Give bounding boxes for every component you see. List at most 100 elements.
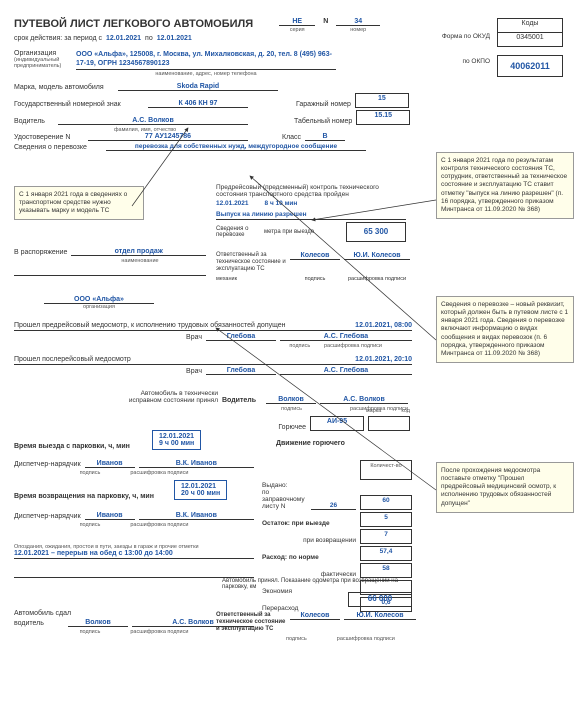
title: ПУТЕВОЙ ЛИСТ ЛЕГКОВОГО АВТОМОБИЛЯ <box>14 18 253 30</box>
trans-lbl: Сведения о перевозке <box>14 144 102 151</box>
driver: А.С. Волков <box>58 117 248 125</box>
issued: Выдано: <box>262 482 412 489</box>
vrach2: Врач <box>14 368 202 375</box>
ret-t: 20 ч 00 мин <box>181 490 220 497</box>
alfa-sub: организация <box>44 304 154 310</box>
s12: расшифровка подписи <box>337 636 395 642</box>
volkov-f1: А.С. Волков <box>320 396 408 404</box>
ivanov2: Иванов <box>85 512 135 520</box>
out-lbl: Время выезда с парковки, ч, мин <box>14 443 148 450</box>
s7: подпись <box>80 522 101 528</box>
note-1: С 1 января 2021 года в сведениях о транс… <box>14 186 144 220</box>
okud-val: 0345001 <box>497 32 563 47</box>
s11: подпись <box>286 636 307 642</box>
ctl-date: 12.01.2021 <box>216 200 249 207</box>
volkov1: Волков <box>266 396 316 404</box>
drv: водитель <box>14 620 64 627</box>
post-med: Прошел послерейсовый медосмотр <box>14 356 131 363</box>
sig2: расшифровка подписи <box>344 276 410 282</box>
plate: К 406 КН 97 <box>148 100 248 108</box>
note-4: После прохождения медосмотра поставьте о… <box>436 462 574 513</box>
f4: 57,4 <box>360 546 412 561</box>
ivanov-f1: В.К. Иванов <box>139 460 254 468</box>
kolesov-full: Ю.И. Колесов <box>344 252 410 260</box>
org-under: наименование, адрес, номер телефона <box>76 71 336 77</box>
s10: расшифровка подписи <box>130 629 188 635</box>
rashod: Расход: по норме <box>262 554 356 561</box>
vrach1: Врач <box>14 334 202 341</box>
s5: подпись <box>80 470 101 476</box>
po: по <box>145 35 153 42</box>
s6: расшифровка подписи <box>130 470 188 476</box>
s9: подпись <box>80 629 101 635</box>
f1: 60 <box>360 495 412 510</box>
odo-lbl: метра при выезде <box>264 229 342 235</box>
disp-nar2: Диспетчер-нарядчик <box>14 513 81 520</box>
tab: 15.15 <box>356 110 410 125</box>
drv-lbl2: Водитель <box>222 397 262 404</box>
kolesov: Колесов <box>290 252 340 260</box>
note-2: С 1 января 2021 года по результатам конт… <box>436 152 574 219</box>
odo-ret-lbl: Автомобиль принял. Показание одометра пр… <box>222 578 412 590</box>
fuel-lbl: Горючее <box>278 424 306 431</box>
kolesov-f2: Ю.И. Колесов <box>344 612 416 620</box>
on-ret: при возвращении <box>262 537 356 544</box>
glebova-f1: А.С. Глебова <box>280 333 412 341</box>
disp-sub: наименование <box>74 258 206 264</box>
odo-ret-v: 66 000 <box>348 592 412 607</box>
garage: 15 <box>355 93 409 108</box>
out-d: 12.01.2021 <box>159 433 194 440</box>
cert: 77 АУ1245786 <box>88 133 248 141</box>
out-box: 12.01.2021 9 ч 00 мин <box>152 430 201 450</box>
ret-box: 12.01.2021 20 ч 00 мин <box>174 480 227 500</box>
resp-lbl: Ответственный за техническое состояние и… <box>216 252 286 274</box>
pre-dt: 12.01.2021, 08:00 <box>355 322 412 329</box>
f3: 7 <box>360 529 412 544</box>
fuel: АИ-95 <box>310 416 364 431</box>
s1: подпись <box>289 343 310 349</box>
glebova2: Глебова <box>206 367 276 375</box>
out-t: 9 ч 00 мин <box>159 440 194 447</box>
f5: 58 <box>360 563 412 578</box>
ivanov1: Иванов <box>85 460 135 468</box>
ctl-time: 8 ч 10 мин <box>265 200 298 207</box>
tab-lbl: Табельный номер <box>294 118 352 125</box>
number-sub: номер <box>350 27 366 33</box>
org: ООО «Альфа», 125008, г. Москва, ул. Миха… <box>76 50 336 68</box>
plate-lbl: Государственный номерной знак <box>14 101 144 108</box>
series: НЕ <box>279 18 315 26</box>
glebova-f2: А.С. Глебова <box>280 367 412 375</box>
codes-header: Коды <box>497 18 563 33</box>
garage-lbl: Гаражный номер <box>296 101 351 108</box>
number: 34 <box>336 18 380 26</box>
org-sub: (индивидуальный предприниматель) <box>14 57 72 69</box>
okud-lbl: Форма по ОКУД <box>442 33 490 40</box>
date2: 12.01.2021 <box>157 35 192 42</box>
glebova1: Глебова <box>206 333 276 341</box>
s8: расшифровка подписи <box>130 522 188 528</box>
alfa: ООО «Альфа» <box>44 296 154 304</box>
qty-hdr: Количест-во <box>360 460 412 480</box>
ret-d: 12.01.2021 <box>181 483 220 490</box>
mech: механик <box>216 276 286 282</box>
post-dt: 12.01.2021, 20:10 <box>355 356 412 363</box>
kolesov2: Колесов <box>290 612 340 620</box>
disp: отдел продаж <box>71 248 206 256</box>
s2: расшифровка подписи <box>324 343 382 349</box>
okpo-lbl: по ОКПО <box>462 58 490 65</box>
kod: код <box>401 408 410 414</box>
disp-nar1: Диспетчер-нарядчик <box>14 461 81 468</box>
note-3: Сведения о перевозке – новый реквизит, к… <box>436 296 574 363</box>
car: Skoda Rapid <box>118 83 278 91</box>
date1: 12.01.2021 <box>106 35 141 42</box>
validity: срок действия: за период с <box>14 35 102 42</box>
series-sub: серия <box>290 27 305 33</box>
cert-lbl: Удостоверение N <box>14 134 84 141</box>
n-label: N <box>323 18 328 25</box>
marka: марка <box>366 408 382 414</box>
org-lbl: Организация <box>14 50 72 57</box>
fact: фактически <box>262 571 356 578</box>
class: В <box>305 133 345 141</box>
ret-lbl: Время возвращения на парковку, ч, мин <box>14 493 170 500</box>
fuel-code <box>368 416 410 431</box>
